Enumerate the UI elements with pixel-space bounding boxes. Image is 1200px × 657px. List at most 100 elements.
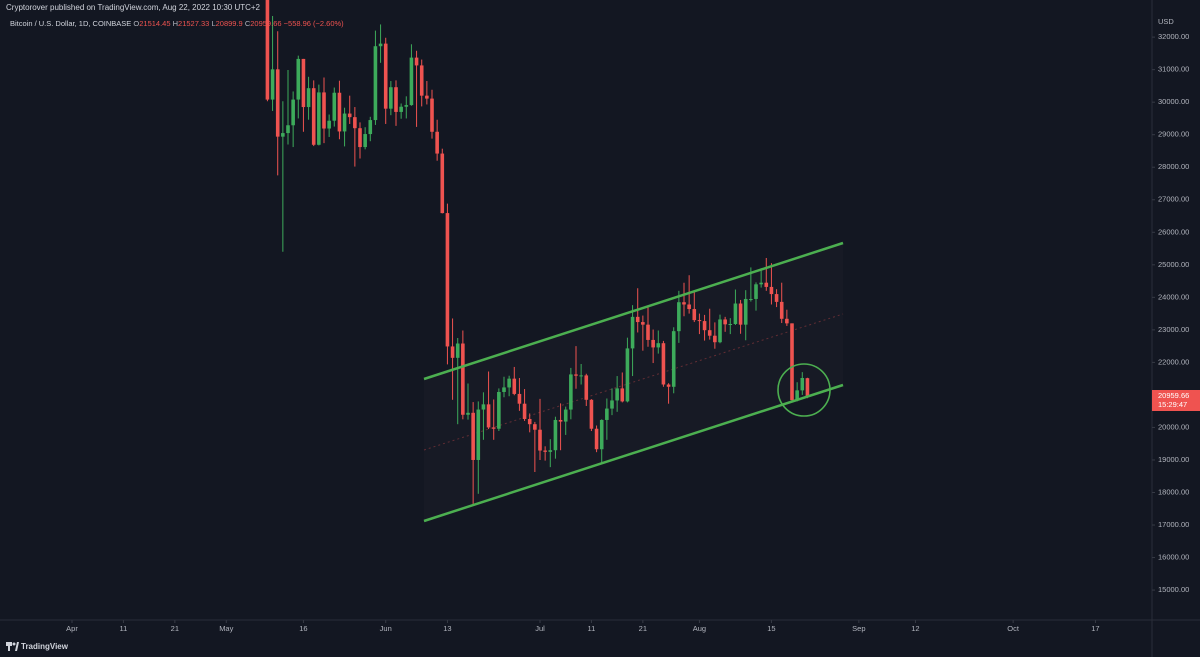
y-tick-label: 29000.00 — [1158, 130, 1189, 139]
highlight-circle — [777, 363, 831, 417]
candle-body — [743, 298, 748, 325]
x-tick-label: Oct — [1007, 624, 1020, 633]
candle-body — [425, 95, 429, 99]
candle-body — [790, 323, 794, 401]
ohlc-value: 21514.45 — [139, 19, 170, 28]
y-tick-label: 19000.00 — [1158, 455, 1189, 464]
candle-body — [471, 412, 475, 460]
candle-body — [373, 46, 378, 121]
time-axis: Apr 11 21 May 16 Jun 13 Jul 11 21 Aug 15 Sep 12 Oct 17 — [66, 620, 1100, 633]
channel-lower — [423, 383, 844, 523]
candle-body — [517, 393, 522, 404]
candle-body — [491, 427, 496, 429]
candle-body — [337, 92, 342, 132]
brand: TradingView — [21, 642, 69, 651]
x-tick-label: Aug — [693, 624, 706, 633]
candle-body — [389, 87, 393, 109]
candle-body — [738, 303, 743, 325]
last-price: 20959.66 — [1158, 391, 1189, 400]
x-tick-label: 16 — [299, 624, 307, 633]
candle-body — [440, 153, 445, 214]
candle-body — [594, 428, 599, 450]
candle-body — [707, 330, 712, 336]
candle-body — [620, 388, 625, 402]
candle-body — [363, 134, 367, 148]
x-tick-label: Jun — [380, 624, 392, 633]
y-tick-label: 22000.00 — [1158, 357, 1189, 366]
x-tick-label: 11 — [588, 624, 596, 633]
x-tick-label: Apr — [66, 624, 78, 633]
candle-body — [455, 343, 460, 358]
candle-body — [296, 58, 301, 100]
candle-body — [697, 320, 702, 322]
symbol: Bitcoin / U.S. Dollar, 1D, COINBASE — [10, 19, 131, 28]
candle-body — [569, 374, 573, 410]
candle-body — [625, 348, 630, 402]
y-tick-label: 15000.00 — [1158, 585, 1189, 594]
candle-body — [327, 120, 331, 129]
y-tick-label: 31000.00 — [1158, 65, 1189, 74]
candle-body — [646, 324, 650, 340]
candle-body — [610, 400, 614, 409]
candle-body — [682, 302, 686, 305]
candle-body — [656, 343, 661, 348]
candle-body — [445, 213, 450, 347]
channel-upper — [423, 241, 844, 381]
published-note: Cryptorover published on TradingView.com… — [6, 3, 261, 12]
candle-body — [800, 378, 805, 391]
ohlc-label: O — [133, 19, 139, 28]
brand-logo — [6, 642, 19, 651]
candle-body — [414, 57, 419, 66]
candle-body — [692, 309, 697, 321]
candle-body — [322, 92, 326, 129]
candle-body — [779, 301, 784, 319]
candle-body — [579, 375, 583, 377]
y-tick-label: 32000.00 — [1158, 32, 1189, 41]
candle-body — [317, 92, 321, 145]
candle-body — [265, 0, 270, 100]
channel-midline — [423, 313, 844, 451]
ohlc-label: L — [211, 19, 215, 28]
candles — [265, 0, 810, 506]
candle-body — [728, 324, 733, 326]
candle-body — [430, 98, 434, 132]
candle-body — [543, 450, 547, 452]
candle-body — [502, 387, 506, 392]
candle-body — [635, 316, 640, 323]
channel-fill — [424, 243, 843, 521]
candle-body — [661, 343, 666, 385]
candle-body — [332, 92, 337, 121]
candle-body — [558, 419, 563, 422]
candle-body — [378, 43, 383, 47]
candle-body — [281, 133, 285, 137]
y-tick-label: 30000.00 — [1158, 97, 1189, 106]
candle-body — [512, 378, 517, 394]
candle-body — [419, 65, 424, 96]
candle-body — [677, 302, 681, 332]
candle-body — [733, 303, 738, 325]
candle-body — [311, 88, 316, 145]
x-tick-label: Jul — [535, 624, 545, 633]
x-tick-label: 21 — [639, 624, 647, 633]
y-tick-label: 25000.00 — [1158, 260, 1189, 269]
ohlc-value: 20899.9 — [216, 19, 243, 28]
candle-body — [563, 409, 568, 422]
candle-body — [718, 319, 722, 343]
y-tick-label: 23000.00 — [1158, 325, 1189, 334]
y-tick-label: 16000.00 — [1158, 553, 1189, 562]
candle-body — [399, 106, 403, 112]
x-tick-label: Sep — [852, 624, 865, 633]
x-tick-label: 13 — [443, 624, 451, 633]
candle-body — [275, 69, 280, 137]
ohlc-label: H — [173, 19, 178, 28]
ohlc-value: 20959.66 — [250, 19, 281, 28]
candle-body — [749, 298, 753, 300]
candle-body — [270, 69, 275, 100]
candle-body — [702, 321, 707, 331]
x-tick-label: 21 — [171, 624, 179, 633]
candle-body — [476, 409, 481, 460]
candle-body — [605, 408, 609, 420]
